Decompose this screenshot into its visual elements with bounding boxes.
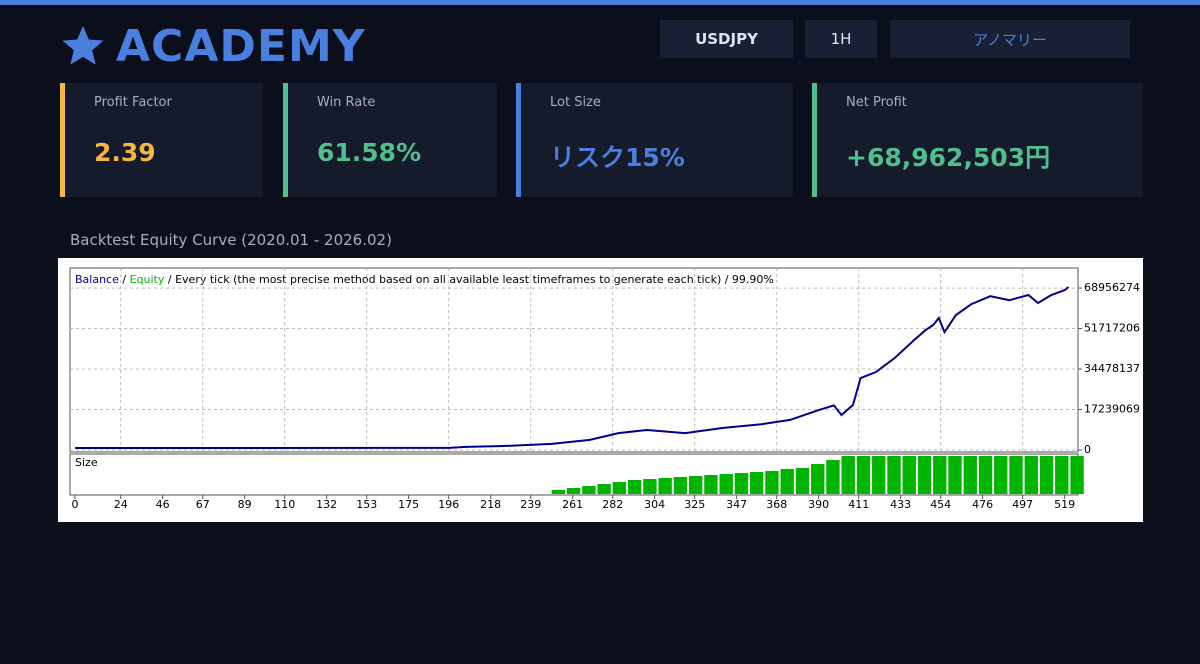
size-bar (1024, 456, 1038, 494)
star-icon (62, 25, 104, 65)
size-bar (1070, 456, 1084, 494)
stat-label: Win Rate (317, 95, 376, 110)
size-bar (1055, 456, 1069, 494)
x-tick-label: 497 (1012, 498, 1033, 511)
x-tick-label: 24 (114, 498, 128, 511)
x-tick-label: 282 (602, 498, 623, 511)
x-tick-label: 433 (890, 498, 911, 511)
x-tick-label: 519 (1054, 498, 1075, 511)
size-bar (780, 469, 794, 494)
logo: ACADEMY (60, 18, 366, 74)
y-tick-label: 17239069 (1084, 403, 1140, 416)
y-tick-label: 51717206 (1084, 322, 1140, 335)
size-bar (902, 456, 916, 494)
size-bar (933, 456, 947, 494)
size-bar (994, 456, 1008, 494)
x-tick-label: 261 (562, 498, 583, 511)
stat-card: Profit Factor 2.39 (60, 83, 263, 197)
chart-title: Backtest Equity Curve (2020.01 - 2026.02… (70, 231, 392, 249)
legend-item: Equity (130, 273, 165, 286)
stat-label: Profit Factor (94, 95, 172, 110)
y-tick-label: 68956274 (1084, 281, 1140, 294)
x-tick-label: 304 (644, 498, 665, 511)
x-tick-label: 411 (848, 498, 869, 511)
x-tick-label: 153 (356, 498, 377, 511)
main-plot-frame (69, 267, 1079, 453)
x-tick-label: 0 (71, 498, 78, 511)
size-bar (872, 456, 886, 494)
size-bar (704, 475, 718, 494)
x-tick-label: 132 (316, 498, 337, 511)
size-bar (978, 456, 993, 494)
size-bar (551, 490, 566, 494)
size-bar (856, 456, 871, 494)
x-tick-label: 476 (972, 498, 993, 511)
stat-label: Lot Size (550, 95, 601, 110)
top-bar (0, 0, 1200, 5)
size-bar (887, 456, 901, 494)
size-bar (795, 468, 810, 494)
size-bar (811, 464, 825, 494)
y-tick-label: 34478137 (1084, 362, 1140, 375)
x-tick-label: 67 (196, 498, 210, 511)
x-tick-label: 218 (480, 498, 501, 511)
legend-item: / Every tick (the most precise method ba… (168, 273, 774, 286)
stat-label: Net Profit (846, 95, 907, 110)
size-bar (566, 488, 581, 494)
stat-card: Lot Size リスク15% (516, 83, 793, 197)
size-bar (612, 482, 627, 494)
size-bar (826, 460, 840, 494)
x-tick-label: 110 (274, 498, 295, 511)
x-tick-label: 196 (438, 498, 459, 511)
size-bar (719, 474, 733, 494)
size-bar (673, 477, 688, 494)
size-bar (917, 456, 932, 494)
stat-value: +68,962,503円 (846, 143, 1051, 172)
legend-item: / (122, 273, 126, 286)
stat-value: リスク15% (550, 143, 685, 172)
stat-card: Net Profit +68,962,503円 (812, 83, 1143, 197)
x-tick-label: 454 (930, 498, 951, 511)
x-tick-label: 368 (766, 498, 787, 511)
size-bar (734, 473, 749, 494)
stat-value: 2.39 (94, 138, 156, 167)
symbol-button[interactable]: USDJPY (660, 20, 793, 58)
x-tick-label: 239 (520, 498, 541, 511)
x-tick-label: 390 (808, 498, 829, 511)
timeframe-button[interactable]: 1H (805, 20, 877, 58)
logo-text: ACADEMY (116, 20, 366, 72)
size-bar (1039, 456, 1054, 494)
y-tick-label: 0 (1084, 443, 1091, 456)
legend-item: Balance (75, 273, 119, 286)
x-tick-label: 347 (726, 498, 747, 511)
x-tick-label: 325 (684, 498, 705, 511)
x-tick-label: 46 (156, 498, 170, 511)
chart-panel (58, 258, 1143, 522)
legend: Balance / Equity / Every tick (the most … (75, 273, 774, 286)
stat-card: Win Rate 61.58% (283, 83, 497, 197)
size-bar (765, 471, 779, 494)
stat-value: 61.58% (317, 138, 422, 167)
size-bar (643, 479, 657, 494)
x-tick-label: 89 (238, 498, 252, 511)
size-bar (658, 478, 672, 494)
size-bar (688, 476, 703, 494)
size-bar (841, 456, 855, 494)
size-bar (627, 480, 642, 494)
size-bar (948, 456, 962, 494)
size-bar (582, 486, 596, 494)
size-bar (750, 472, 764, 494)
size-bar (1009, 456, 1023, 494)
size-bar (963, 456, 977, 494)
strategy-button[interactable]: アノマリー (890, 20, 1130, 58)
size-label: Size (75, 456, 98, 469)
size-bar (597, 484, 611, 494)
x-tick-label: 175 (398, 498, 419, 511)
balance-line (74, 286, 1070, 449)
